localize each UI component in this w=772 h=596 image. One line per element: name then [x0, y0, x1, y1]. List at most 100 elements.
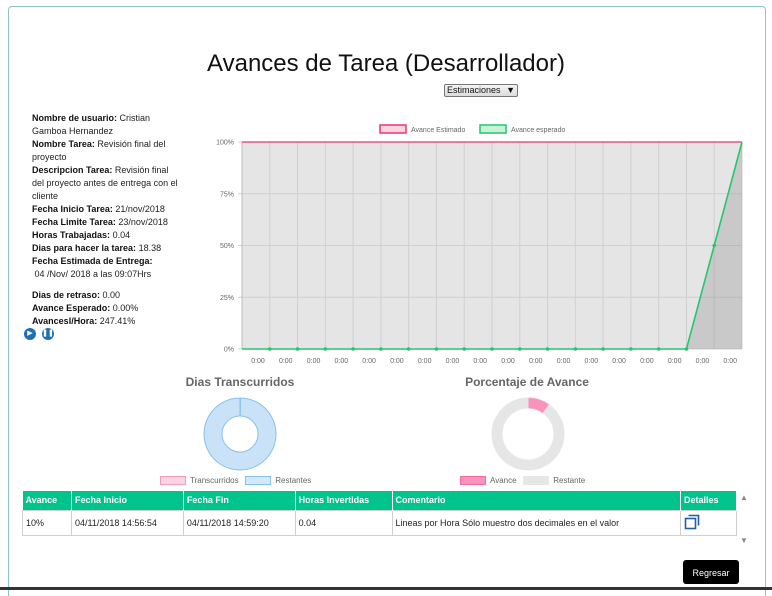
descripcion-label: Descripcion Tarea: — [32, 165, 112, 175]
legend-swatch — [480, 125, 506, 133]
retraso-label: Dias de retraso: — [32, 290, 100, 300]
horas-value: 0.04 — [113, 230, 131, 240]
cell-fecha-inicio: 04/11/2018 14:56:54 — [71, 510, 183, 535]
header-avance: Avance — [23, 491, 72, 510]
horas-label: Horas Trabajadas: — [32, 230, 110, 240]
y-tick-label: 25% — [220, 295, 234, 302]
x-tick-label: 0:00 — [501, 358, 515, 365]
data-point — [268, 347, 272, 351]
legend-swatch-transcurridos — [160, 476, 186, 485]
donut-title-dias: Dias Transcurridos — [150, 375, 330, 389]
donut-title-avance: Porcentaje de Avance — [437, 375, 617, 389]
page-title: Avances de Tarea (Desarrollador) — [0, 50, 772, 78]
estimaciones-select[interactable]: Estimaciones ▼ — [444, 84, 518, 97]
data-point — [379, 347, 383, 351]
data-point — [712, 244, 716, 248]
y-tick-label: 75% — [220, 191, 234, 198]
legend-label-restante: Restante — [553, 476, 585, 485]
header-horas: Horas Invertidas — [295, 491, 392, 510]
retraso-value: 0.00 — [103, 290, 121, 300]
x-tick-label: 0:00 — [640, 358, 654, 365]
inicio-value: 21/nov/2018 — [115, 204, 165, 214]
x-tick-label: 0:00 — [723, 358, 737, 365]
legend-swatch-restantes — [245, 476, 271, 485]
x-tick-label: 0:00 — [473, 358, 487, 365]
x-tick-label: 0:00 — [612, 358, 626, 365]
scroll-down-icon[interactable]: ▼ — [740, 536, 748, 545]
y-tick-label: 100% — [216, 140, 234, 147]
data-point — [435, 347, 439, 351]
line-chart: 0% 25% 50% 75% 100% 0:00 0:00 0:00 0:00 0:00 0:00 0… — [200, 120, 750, 370]
avancehora-value: 247.41% — [100, 316, 136, 326]
x-tick-label: 0:00 — [557, 358, 571, 365]
y-tick-label: 0% — [224, 347, 234, 354]
data-point — [685, 347, 689, 351]
x-tick-label: 0:00 — [335, 358, 349, 365]
avances-table: Avance Fecha Inicio Fecha Fin Horas Inve… — [22, 491, 737, 536]
task-info: Nombre de usuario: Cristian Gamboa Herna… — [32, 112, 182, 328]
header-fecha-fin: Fecha Fin — [183, 491, 295, 510]
x-tick-label: 0:00 — [279, 358, 293, 365]
x-tick-label: 0:00 — [251, 358, 265, 365]
x-tick-label: 0:00 — [390, 358, 404, 365]
x-tick-label: 0:00 — [362, 358, 376, 365]
regresar-button[interactable]: Regresar — [683, 560, 739, 584]
legend-label-avance: Avance — [490, 476, 517, 485]
data-point — [324, 347, 328, 351]
legend-label: Avance Estimado — [411, 127, 465, 134]
x-tick-label: 0:00 — [529, 358, 543, 365]
cell-fecha-fin: 04/11/2018 14:59:20 — [183, 510, 295, 535]
data-point — [657, 347, 661, 351]
legend-dias: Transcurridos Restantes — [160, 476, 311, 485]
cell-horas: 0.04 — [295, 510, 392, 535]
data-point — [629, 347, 633, 351]
data-point — [407, 347, 411, 351]
data-point — [518, 347, 522, 351]
x-tick-label: 0:00 — [668, 358, 682, 365]
x-tick-label: 0:00 — [446, 358, 460, 365]
estimada-value: 04 /Nov/ 2018 a las 09:07Hrs — [35, 269, 152, 279]
pie-slice — [204, 398, 276, 470]
tarea-label: Nombre Tarea: — [32, 139, 95, 149]
y-tick-label: 50% — [220, 243, 234, 250]
data-point — [546, 347, 550, 351]
scroll-up-icon[interactable]: ▲ — [740, 493, 748, 502]
copy-icon[interactable] — [684, 514, 700, 530]
data-point — [574, 347, 578, 351]
data-point — [296, 347, 300, 351]
cell-avance: 10% — [23, 510, 72, 535]
table-header-row: Avance Fecha Inicio Fecha Fin Horas Inve… — [23, 491, 737, 510]
data-point — [490, 347, 494, 351]
header-detalles: Detalles — [680, 491, 736, 510]
select-value: Estimaciones — [447, 85, 501, 95]
estimada-label: Fecha Estimada de Entrega: — [32, 256, 153, 266]
chevron-down-icon: ▼ — [506, 85, 515, 96]
header-comentario: Comentario — [392, 491, 680, 510]
x-tick-label: 0:00 — [418, 358, 432, 365]
cell-detalles — [680, 510, 736, 535]
legend-label-transcurridos: Transcurridos — [190, 476, 239, 485]
x-tick-label: 0:00 — [307, 358, 321, 365]
header-fecha-inicio: Fecha Inicio — [71, 491, 183, 510]
legend-swatch-restante — [523, 476, 549, 485]
limite-label: Fecha Limite Tarea: — [32, 217, 116, 227]
pause-icon[interactable]: ❚❚ — [42, 328, 54, 340]
play-icon[interactable]: ▶ — [24, 328, 36, 340]
dias-label: Dias para hacer la tarea: — [32, 243, 136, 253]
limite-value: 23/nov/2018 — [118, 217, 168, 227]
legend-swatch — [380, 125, 406, 133]
cell-comentario: Lineas por Hora Sólo muestro dos decimal… — [392, 510, 680, 535]
data-point — [462, 347, 466, 351]
legend-label: Avance esperado — [511, 127, 565, 134]
dias-value: 18.38 — [139, 243, 162, 253]
avancehora-label: AvancesI/Hora: — [32, 316, 97, 326]
legend-swatch-avance — [460, 476, 486, 485]
x-tick-label: 0:00 — [585, 358, 599, 365]
data-point — [351, 347, 355, 351]
table-row: 10% 04/11/2018 14:56:54 04/11/2018 14:59… — [23, 510, 737, 535]
donut-dias — [200, 394, 280, 474]
inicio-label: Fecha Inicio Tarea: — [32, 204, 113, 214]
donut-avance — [488, 394, 568, 474]
esperado-value: 0.00% — [113, 303, 139, 313]
data-point — [601, 347, 605, 351]
